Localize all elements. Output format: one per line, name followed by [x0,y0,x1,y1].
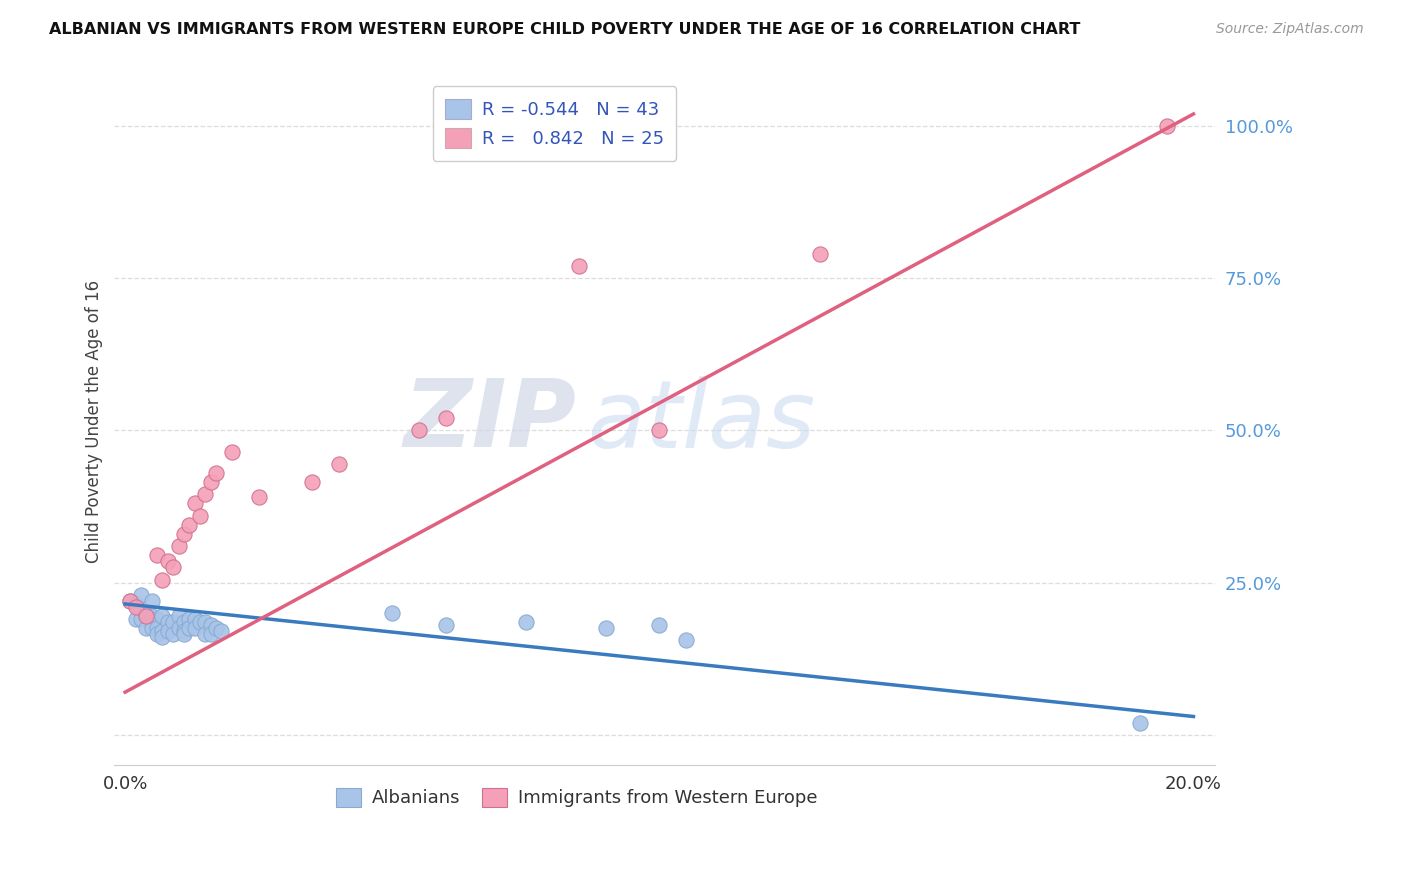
Point [408,424,430,438]
Point [301,475,323,490]
Point [648,424,671,438]
Point [205,466,228,480]
Point [188,508,211,523]
Point [434,411,457,425]
Point [183,621,205,635]
Text: atlas: atlas [588,376,815,467]
Point [179,621,201,635]
Point [135,606,157,620]
Point [200,618,222,632]
Point [808,247,831,261]
Point [1156,119,1178,133]
Point [156,624,179,639]
Point [125,612,148,626]
Point [648,618,671,632]
Point [141,594,163,608]
Point [194,487,217,501]
Point [200,475,222,490]
Point [179,517,201,532]
Point [162,615,184,630]
Point [179,612,201,626]
Point [152,609,174,624]
Point [194,627,217,641]
Point [173,615,195,630]
Point [141,621,163,635]
Point [173,624,195,639]
Point [200,627,222,641]
Point [162,627,184,641]
Point [173,627,195,641]
Point [183,496,205,510]
Point [120,594,142,608]
Point [221,444,243,458]
Point [135,621,157,635]
Point [675,633,697,648]
Point [183,612,205,626]
Y-axis label: Child Poverty Under the Age of 16: Child Poverty Under the Age of 16 [86,280,103,563]
Point [162,560,184,574]
Point [568,259,591,273]
Point [167,621,190,635]
Point [173,527,195,541]
Point [129,588,152,602]
Text: ZIP: ZIP [404,376,576,467]
Point [152,624,174,639]
Point [209,624,232,639]
Point [515,615,537,630]
Text: Source: ZipAtlas.com: Source: ZipAtlas.com [1216,22,1364,37]
Point [595,621,617,635]
Point [152,631,174,645]
Point [146,627,169,641]
Point [125,599,148,614]
Point [135,609,157,624]
Point [146,621,169,635]
Point [156,554,179,568]
Point [156,615,179,630]
Point [146,548,169,562]
Point [141,609,163,624]
Point [328,457,350,471]
Point [247,491,270,505]
Point [381,606,404,620]
Point [188,615,211,630]
Point [205,621,228,635]
Point [167,609,190,624]
Point [1129,715,1152,730]
Point [152,573,174,587]
Point [146,612,169,626]
Legend: Albanians, Immigrants from Western Europe: Albanians, Immigrants from Western Europ… [329,780,825,814]
Point [129,612,152,626]
Text: ALBANIAN VS IMMIGRANTS FROM WESTERN EUROPE CHILD POVERTY UNDER THE AGE OF 16 COR: ALBANIAN VS IMMIGRANTS FROM WESTERN EURO… [49,22,1081,37]
Point [120,594,142,608]
Point [434,618,457,632]
Point [167,539,190,553]
Point [125,597,148,611]
Point [194,615,217,630]
